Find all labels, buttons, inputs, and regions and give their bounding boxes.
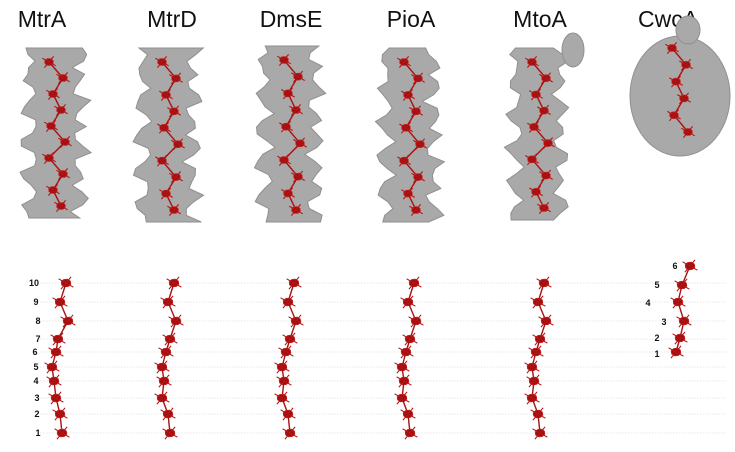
heme-chain-mtrd (154, 276, 184, 440)
surface-heme-mtra-1 (42, 56, 56, 68)
surface-hemes-pioa (397, 56, 427, 216)
surface-heme-cwca-6 (681, 126, 695, 138)
surface-mtoa (503, 47, 570, 221)
protein-titles: MtrA MtrD DmsE PioA MtoA CwcA (18, 6, 699, 32)
surface-mtrd (132, 47, 205, 223)
surface-cwca-lobe (675, 15, 701, 45)
heme-guide-lines (40, 282, 727, 434)
surface-heme-pioa-10 (409, 204, 423, 216)
heme-label-cwca-3: 3 (661, 317, 666, 327)
heme-mtra-6 (48, 345, 64, 359)
surface-hemes-cwca (665, 42, 695, 138)
heme-label-mtra-7: 7 (35, 334, 40, 344)
surface-heme-pioa-7 (397, 154, 411, 167)
surface-hemes-mtrd (155, 56, 185, 216)
protein-title-mtoa: MtoA (513, 6, 567, 32)
heme-label-cwca-2: 2 (654, 333, 659, 343)
heme-label-mtra-1: 1 (35, 428, 40, 438)
heme-label-mtra-9: 9 (33, 297, 38, 307)
heme-label-mtra-3: 3 (34, 393, 39, 403)
surface-heme-dmse-5 (279, 120, 293, 133)
surface-hemes-mtra (42, 56, 72, 212)
heme-label-mtra-4: 4 (33, 376, 38, 386)
heme-pioa-1 (402, 426, 418, 440)
heme-label-mtra-6: 6 (32, 347, 37, 357)
surface-heme-dmse-10 (289, 204, 303, 216)
heme-mtra-4 (46, 374, 62, 388)
heme-label-cwca-6: 6 (672, 261, 677, 271)
surface-heme-dmse-9 (281, 187, 295, 200)
surface-heme-mtoa-9 (529, 185, 543, 198)
heme-chain-pioa (394, 276, 424, 440)
heme-mtra-1 (54, 426, 70, 440)
surface-heme-mtrd-10 (167, 204, 181, 216)
heme-mtrd-1 (162, 426, 178, 440)
surface-heme-mtra-6 (58, 136, 72, 148)
heme-chain-cwca (668, 259, 698, 359)
heme-label-mtra-8: 8 (35, 316, 40, 326)
surface-pioa (374, 47, 446, 223)
surface-heme-pioa-9 (401, 187, 415, 200)
heme-label-mtra-10: 10 (29, 278, 39, 288)
heme-mtra-5 (44, 360, 60, 374)
heme-dmse-7 (282, 332, 298, 346)
surface-heme-mtra-10 (54, 200, 68, 212)
heme-chain-dmse (274, 276, 304, 440)
surface-mtra (19, 47, 93, 219)
heme-mtoa-1 (532, 426, 548, 440)
heme-label-cwca-1: 1 (654, 349, 659, 359)
protein-title-dmse: DmsE (260, 6, 323, 32)
heme-label-cwca-5: 5 (654, 280, 659, 290)
heme-pioa-10 (406, 276, 422, 290)
heme-label-mtra-2: 2 (34, 409, 39, 419)
protein-title-mtra: MtrA (18, 6, 67, 32)
surface-heme-cwca-2 (679, 58, 693, 71)
surface-mtoa-lobe (561, 32, 585, 68)
surface-dmse (253, 45, 327, 223)
surface-heme-mtra-4 (54, 104, 68, 116)
protein-title-pioa: PioA (387, 6, 436, 32)
surface-hemes-mtoa (525, 56, 555, 214)
surface-heme-mtoa-10 (537, 202, 551, 214)
heme-dmse-1 (282, 426, 298, 440)
protein-title-mtrd: MtrD (147, 6, 197, 32)
surface-heme-pioa-3 (401, 88, 415, 101)
heme-chains (44, 259, 698, 440)
surface-heme-cwca-4 (677, 92, 691, 105)
heme-mtrd-5 (154, 360, 170, 374)
heme-cwca-1 (668, 345, 684, 359)
surface-structures (19, 15, 731, 223)
heme-label-cwca-4: 4 (645, 298, 650, 308)
heme-label-mtra-5: 5 (33, 362, 38, 372)
heme-chain-mtra (44, 276, 76, 440)
surface-hemes-dmse (277, 54, 307, 216)
heme-dmse-4 (276, 374, 292, 388)
heme-chain-mtoa (524, 276, 554, 440)
